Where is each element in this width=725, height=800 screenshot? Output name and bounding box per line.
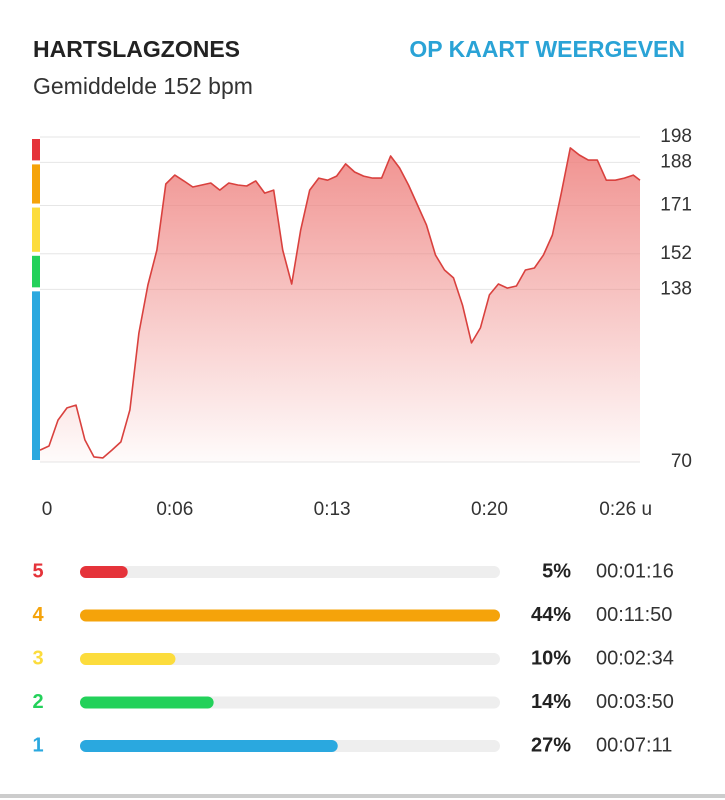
y-tick-label: 152 [660,243,692,264]
zone-bar [80,566,128,578]
x-tick-label: 0:06 [156,499,193,520]
zone-label: 1 [32,734,43,756]
zone-label: 2 [32,691,43,713]
subtitle: Gemiddelde 152 bpm [33,73,253,99]
zone-bar [80,609,500,622]
zone-track [80,566,500,578]
zone-bar [80,653,176,665]
zone-band [32,164,40,204]
zone-duration: 00:02:34 [596,647,674,669]
area-fill [40,147,640,462]
zone-band [32,207,40,252]
zone-track [80,653,500,665]
y-tick-label: 138 [660,278,692,299]
zone-label: 3 [32,647,43,669]
y-tick-label: 188 [660,151,692,172]
zone-percent: 44% [531,604,571,626]
zone-percent: 14% [531,691,571,713]
zone-label: 5 [32,560,43,582]
x-tick-label: 0:26 u [599,499,652,520]
y-tick-label: 70 [671,451,692,472]
x-tick-label: 0:20 [471,499,508,520]
y-tick-label: 171 [660,195,692,216]
map-link[interactable]: OP KAART WEERGEVEN [409,36,685,62]
zone-band [32,255,40,288]
zone-bar [80,740,338,752]
zone-percent: 27% [531,734,571,756]
title: HARTSLAGZONES [33,36,240,62]
zone-duration: 00:11:50 [596,604,672,626]
x-tick-label: 0 [42,499,53,520]
x-tick-label: 0:13 [314,499,351,520]
zone-bar [80,696,214,709]
zone-percent: 10% [531,647,571,669]
heart-rate-line [39,147,641,459]
zone-duration: 00:07:11 [596,734,672,756]
zone-duration: 00:03:50 [596,691,674,713]
zone-percent: 5% [542,560,571,582]
zone-band [32,139,40,161]
y-tick-label: 198 [660,126,692,147]
zone-label: 4 [32,604,44,626]
zone-band [32,291,40,460]
zone-duration: 00:01:16 [596,560,674,582]
